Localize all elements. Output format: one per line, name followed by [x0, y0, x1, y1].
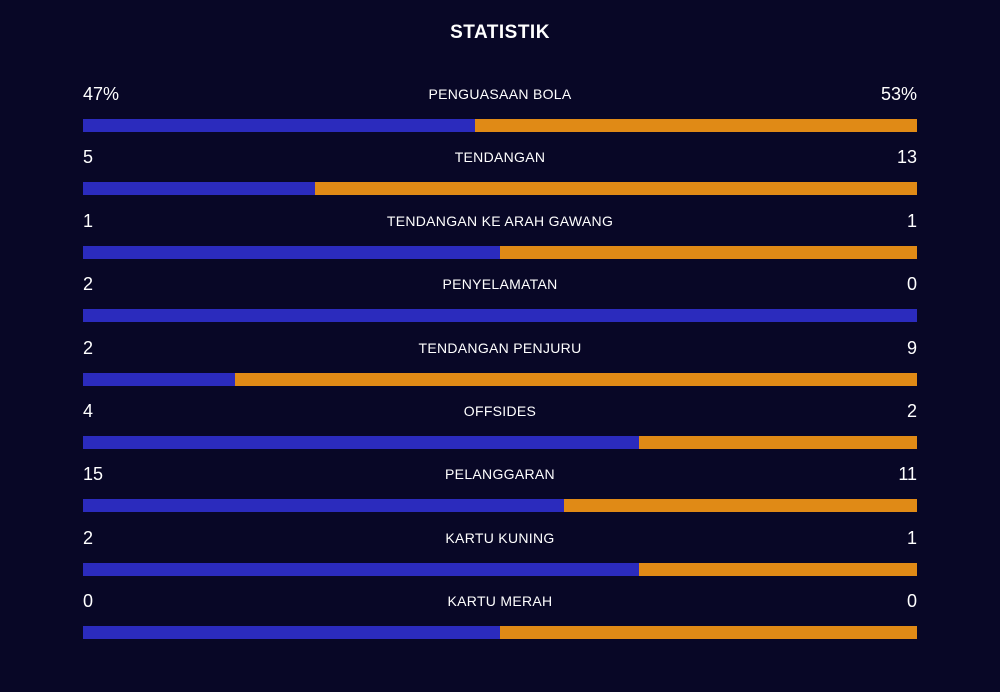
- home-value: 1: [83, 210, 94, 231]
- away-bar-fill: [564, 499, 917, 513]
- home-bar-fill: [83, 626, 500, 640]
- home-value: 0: [83, 591, 94, 612]
- away-value: 2: [906, 400, 917, 421]
- stats-list: 47% 53% PENGUASAAN BOLA 5 13 TENDANGAN: [83, 81, 917, 652]
- home-value: 2: [83, 274, 94, 295]
- stat-label: KARTU MERAH: [447, 593, 553, 610]
- away-bar-fill: [500, 626, 917, 640]
- home-bar-fill: [83, 499, 565, 513]
- stat-row-fouls: 15 11 PELANGGARAN: [83, 461, 917, 524]
- away-value: 53%: [880, 84, 917, 104]
- away-value: 13: [896, 147, 917, 168]
- away-bar-fill: [639, 562, 917, 576]
- away-bar-fill: [314, 182, 917, 196]
- stat-row-corners: 2 9 TENDANGAN PENJURU: [83, 335, 917, 398]
- stat-row-shots: 5 13 TENDANGAN: [83, 144, 917, 207]
- stat-label: TENDANGAN PENJURU: [418, 339, 582, 356]
- stat-label: PELANGGARAN: [445, 466, 555, 483]
- stat-label: PENGUASAAN BOLA: [428, 86, 572, 102]
- comparison-bar: [83, 119, 917, 132]
- away-value: 0: [906, 274, 917, 295]
- stat-row-offsides: 4 2 OFFSIDES: [83, 398, 917, 461]
- home-value: 4: [83, 400, 94, 421]
- comparison-bar: [83, 309, 917, 323]
- stat-label: KARTU KUNING: [445, 529, 555, 546]
- comparison-bar: [83, 182, 917, 196]
- comparison-bar: [83, 435, 917, 449]
- stat-row-yellow-cards: 2 1 KARTU KUNING: [83, 525, 917, 588]
- stat-row-shots-on-target: 1 1 TENDANGAN KE ARAH GAWANG: [83, 208, 917, 271]
- home-value: 47%: [83, 84, 120, 104]
- stat-row-red-cards: 0 0 KARTU MERAH: [83, 588, 917, 651]
- stat-label: OFFSIDES: [463, 402, 537, 419]
- away-value: 11: [898, 464, 917, 485]
- stat-row-saves: 2 0 PENYELAMATAN: [83, 271, 917, 334]
- home-bar-fill: [83, 372, 235, 386]
- stat-row-possession: 47% 53% PENGUASAAN BOLA: [83, 81, 917, 144]
- away-bar-fill: [639, 435, 917, 449]
- away-bar-fill: [234, 372, 917, 386]
- home-bar-fill: [83, 119, 475, 132]
- stat-label: PENYELAMATAN: [442, 276, 558, 293]
- home-bar-fill: [83, 562, 640, 576]
- comparison-bar: [83, 562, 917, 576]
- home-bar-fill: [83, 435, 640, 449]
- home-value: 2: [83, 527, 94, 548]
- comparison-bar: [83, 499, 917, 513]
- home-value: 2: [83, 337, 94, 358]
- away-value: 1: [906, 210, 917, 231]
- comparison-bar: [83, 626, 917, 640]
- home-bar-fill: [83, 182, 315, 196]
- home-value: 5: [83, 147, 94, 168]
- comparison-bar: [83, 245, 917, 259]
- stat-label: TENDANGAN KE ARAH GAWANG: [386, 212, 614, 229]
- comparison-bar: [83, 372, 917, 386]
- away-value: 9: [906, 337, 917, 358]
- away-value: 1: [906, 527, 917, 548]
- home-bar-fill: [83, 309, 917, 323]
- home-value: 15: [83, 464, 104, 485]
- away-value: 0: [906, 591, 917, 612]
- away-bar-fill: [474, 119, 917, 132]
- stat-label: TENDANGAN: [454, 149, 546, 166]
- home-bar-fill: [83, 245, 500, 259]
- away-bar-fill: [500, 245, 917, 259]
- statistics-title: STATISTIK: [450, 22, 550, 43]
